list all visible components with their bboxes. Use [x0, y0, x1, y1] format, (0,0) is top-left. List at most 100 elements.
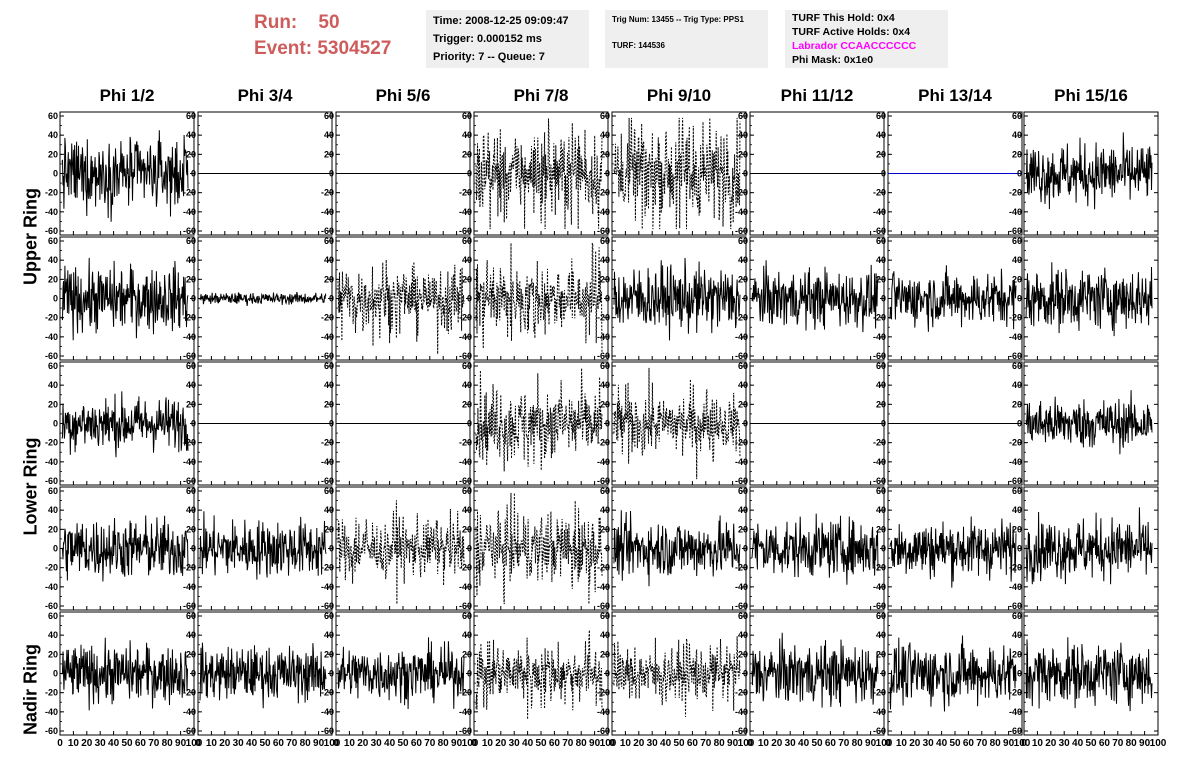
- y-tick-label: 20: [738, 524, 748, 534]
- waveform-panel: -60 -40 -20 0 20 40 60: [597, 236, 747, 361]
- y-tick-label: 20: [876, 649, 886, 659]
- waveform-trace: [889, 265, 1017, 332]
- waveform-trace: [475, 242, 603, 353]
- x-tick-label: 0: [333, 738, 339, 749]
- waveform-trace: [475, 492, 603, 605]
- y-tick-label: 40: [462, 380, 472, 390]
- y-tick-label: -40: [735, 582, 748, 592]
- y-tick-label: -40: [597, 457, 610, 467]
- y-tick-label: 0: [881, 669, 886, 679]
- x-tick-label: 0: [471, 738, 477, 749]
- x-tick-label: 20: [771, 738, 783, 749]
- y-tick-label: 60: [186, 111, 196, 121]
- y-tick-label: -20: [735, 563, 748, 573]
- y-tick-label: 20: [1012, 524, 1022, 534]
- y-tick-label: 20: [876, 149, 886, 159]
- y-tick-label: -20: [597, 688, 610, 698]
- y-tick-label: -60: [1009, 601, 1022, 611]
- labrador-text: Labrador CCAACCCCCC: [792, 40, 917, 52]
- event-line: Event: 5304527: [254, 38, 391, 60]
- y-tick-label: -60: [597, 476, 610, 486]
- x-tick-label: 60: [549, 738, 561, 749]
- x-tick-label: 30: [95, 738, 107, 749]
- y-tick-label: -20: [183, 313, 196, 323]
- y-tick-label: 40: [186, 380, 196, 390]
- y-tick-label: 20: [48, 149, 58, 159]
- y-tick-label: 0: [1017, 669, 1022, 679]
- y-tick-label: 20: [48, 274, 58, 284]
- run-value: 50: [318, 12, 340, 33]
- y-tick-label: -20: [873, 688, 886, 698]
- turf-active-holds-text: TURF Active Holds: 0x4: [792, 26, 911, 38]
- x-tick-label: 60: [963, 738, 975, 749]
- y-tick-label: -40: [597, 332, 610, 342]
- y-tick-label: -20: [459, 563, 472, 573]
- x-tick-label: 40: [798, 738, 810, 749]
- y-tick-label: -20: [735, 313, 748, 323]
- y-tick-label: 20: [1012, 649, 1022, 659]
- y-tick-label: 40: [600, 130, 610, 140]
- y-tick-label: 60: [600, 361, 610, 371]
- x-tick-label: 30: [233, 738, 245, 749]
- y-tick-label: 20: [324, 649, 334, 659]
- y-tick-label: 0: [467, 419, 472, 429]
- waveform-trace: [475, 630, 603, 720]
- x-tick-label: 60: [825, 738, 837, 749]
- x-tick-label: 30: [509, 738, 521, 749]
- y-tick-label: -40: [1009, 207, 1022, 217]
- x-tick-label: 100: [1014, 738, 1031, 749]
- y-tick-label: -60: [459, 226, 472, 236]
- panel-frame: [335, 236, 471, 361]
- y-tick-label: 60: [1012, 611, 1022, 621]
- x-tick-label: 40: [384, 738, 396, 749]
- y-tick-label: -60: [45, 601, 58, 611]
- y-tick-label: -40: [873, 707, 886, 717]
- y-tick-label: 40: [876, 630, 886, 640]
- x-tick-label: 10: [758, 738, 770, 749]
- x-tick-label: 80: [576, 738, 588, 749]
- y-tick-label: -40: [735, 332, 748, 342]
- y-tick-label: -20: [321, 188, 334, 198]
- y-tick-label: -20: [1009, 563, 1022, 573]
- y-tick-label: 0: [53, 169, 58, 179]
- waveform-panel: -60 -40 -20 0 20 40 60: [321, 486, 471, 611]
- y-tick-label: 0: [329, 294, 334, 304]
- y-tick-label: -60: [735, 726, 748, 736]
- waveform-trace: [751, 513, 879, 585]
- y-tick-label: -40: [321, 707, 334, 717]
- x-tick-label: 100: [324, 738, 341, 749]
- y-tick-label: -20: [735, 688, 748, 698]
- y-tick-label: 60: [738, 361, 748, 371]
- y-tick-label: -60: [873, 226, 886, 236]
- x-tick-label: 100: [1150, 738, 1167, 749]
- y-tick-label: -40: [735, 457, 748, 467]
- y-tick-label: 60: [876, 611, 886, 621]
- y-tick-label: 0: [1017, 419, 1022, 429]
- y-tick-label: -40: [183, 207, 196, 217]
- y-tick-label: 0: [191, 419, 196, 429]
- y-tick-label: 40: [324, 255, 334, 265]
- y-tick-label: 40: [462, 130, 472, 140]
- waveform-panel: -60 -40 -20 0 20 40 60: [1009, 236, 1159, 361]
- x-tick-label: 50: [535, 738, 547, 749]
- y-tick-label: -20: [183, 563, 196, 573]
- y-tick-label: 40: [324, 505, 334, 515]
- y-tick-label: 60: [462, 236, 472, 246]
- x-tick-label: 30: [1059, 738, 1071, 749]
- x-tick-label: 10: [896, 738, 908, 749]
- waveform-panel: -60 -40 -20 0 20 40 60: [183, 361, 333, 486]
- x-tick-label: 0: [747, 738, 753, 749]
- y-tick-label: -20: [1009, 688, 1022, 698]
- y-tick-label: -20: [459, 313, 472, 323]
- waveform-panel: -60 -40 -20 0 20 40 60: [1009, 486, 1159, 611]
- waveform-trace: [1025, 507, 1153, 585]
- y-tick-label: -60: [183, 601, 196, 611]
- priority-text: Priority: 7 -- Queue: 7: [433, 51, 545, 63]
- x-tick-label: 50: [811, 738, 823, 749]
- waveform-panel: -60 -40 -20 0 20 40 60: [597, 361, 747, 486]
- y-tick-label: 20: [324, 524, 334, 534]
- y-tick-label: 0: [605, 419, 610, 429]
- x-tick-label: 90: [1139, 738, 1151, 749]
